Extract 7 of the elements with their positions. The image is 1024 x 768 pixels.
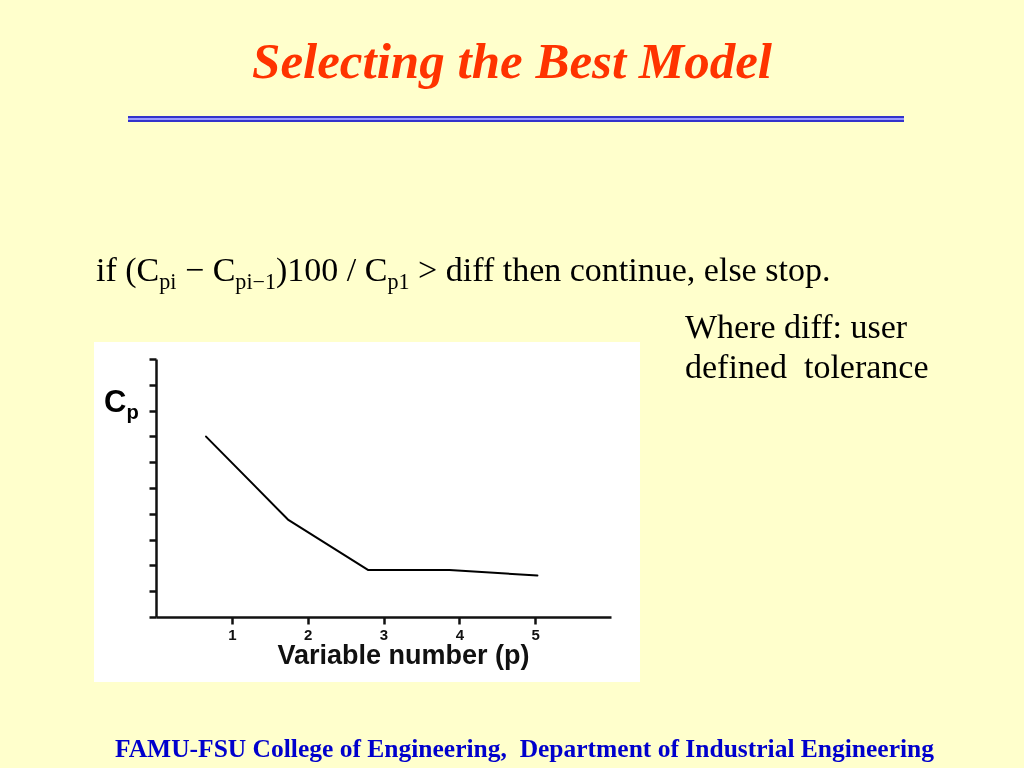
text: if (C$_{pi}$ − C$_{pi−1}$)100 / C$_{p1}$ > diff then continue, else stop.: [96, 250, 831, 294]
x-tick-label: 5: [531, 625, 540, 643]
text: Where diff: user defined tolerance: [685, 307, 930, 387]
y-axis-title: C$_{p}$: [104, 384, 139, 424]
text: FAMU-FSU College of Engineering, Department of Industrial Engineering: [115, 734, 935, 763]
x-tick-label: 1: [228, 625, 237, 643]
chart-title: Selecting the Best Model: [252, 32, 773, 89]
